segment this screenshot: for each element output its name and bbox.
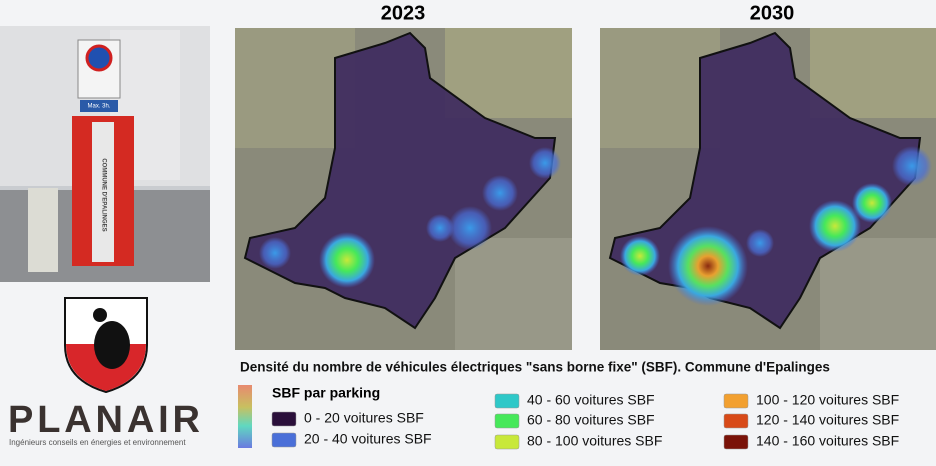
photo: Max. 3h. COMMUNE D'EPALINGES xyxy=(0,26,210,282)
caption: Densité du nombre de véhicules électriqu… xyxy=(240,360,830,375)
map-2023 xyxy=(234,27,573,351)
map-title: 2030 xyxy=(750,2,795,24)
station-text: COMMUNE D'EPALINGES xyxy=(100,158,106,231)
legend-swatch xyxy=(494,434,520,450)
legend-label: 100 - 120 voitures SBF xyxy=(756,392,899,408)
legend-swatch xyxy=(494,393,520,409)
legend-title: SBF par parking xyxy=(272,385,380,401)
legend-label: 140 - 160 voitures SBF xyxy=(756,433,899,449)
sign-text: Max. 3h. xyxy=(87,104,110,110)
legend-ramp xyxy=(238,385,252,448)
legend-swatch xyxy=(271,411,297,427)
legend-label: 40 - 60 voitures SBF xyxy=(527,392,655,408)
legend-label: 120 - 140 voitures SBF xyxy=(756,412,899,428)
map-title: 2023 xyxy=(381,2,426,24)
legend-label: 20 - 40 voitures SBF xyxy=(304,431,432,447)
legend-swatch xyxy=(271,432,297,448)
legend-label: 0 - 20 voitures SBF xyxy=(304,410,424,426)
legend-swatch xyxy=(494,413,520,429)
logo: PLANAIR Ingénieurs conseils en énergies … xyxy=(8,297,200,447)
legend-swatch xyxy=(723,393,749,409)
legend-label: 80 - 100 voitures SBF xyxy=(527,433,662,449)
legend-label: 60 - 80 voitures SBF xyxy=(527,412,655,428)
legend-swatch xyxy=(723,434,749,450)
logo-tagline: Ingénieurs conseils en énergies et envir… xyxy=(9,438,186,447)
legend: 0 - 20 voitures SBF 20 - 40 voitures SBF 4… xyxy=(271,392,899,450)
logo-name: PLANAIR xyxy=(8,399,200,441)
legend-swatch xyxy=(723,413,749,429)
map-2030 xyxy=(599,27,936,351)
